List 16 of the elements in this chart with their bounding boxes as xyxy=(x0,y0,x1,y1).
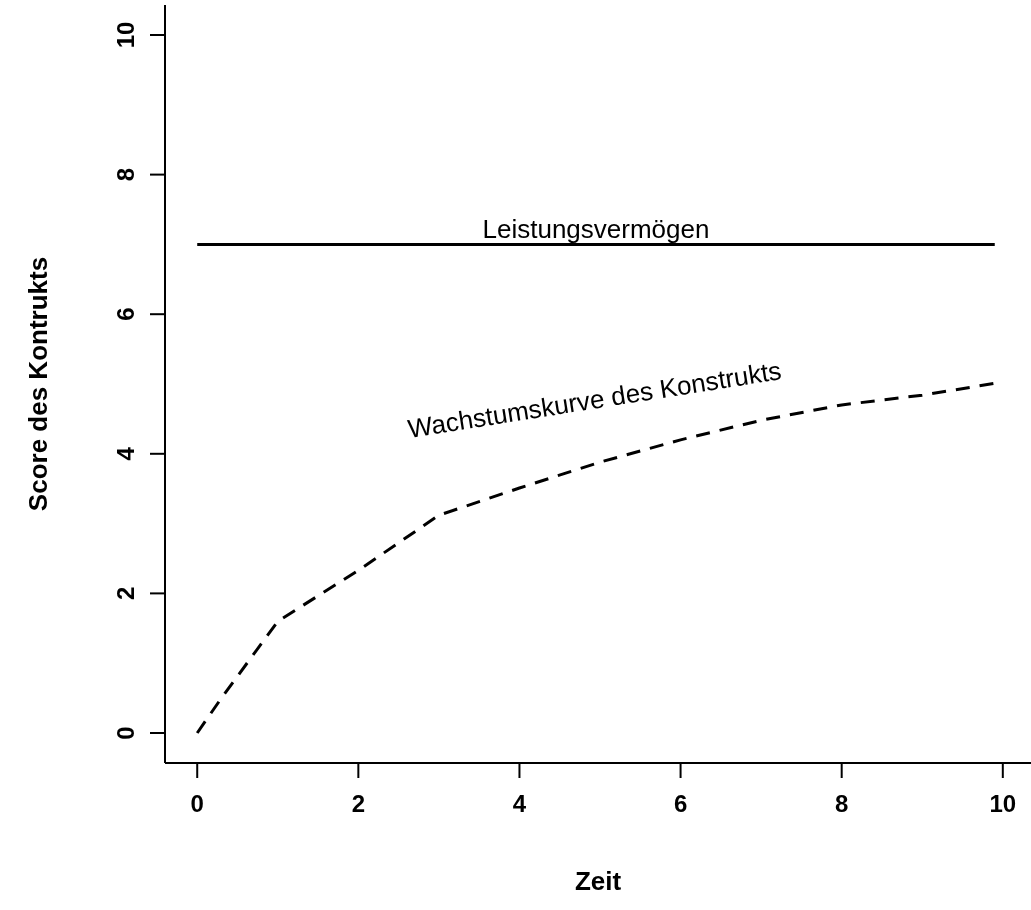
x-axis-title: Zeit xyxy=(574,866,622,896)
x-tick-label: 6 xyxy=(673,790,688,817)
text: Wachstumskurve des Konstrukts xyxy=(405,355,784,444)
y-tick-label: 6 xyxy=(111,307,139,321)
y-axis-title: Score des Kontrukts xyxy=(23,256,53,512)
x-tick-label: 8 xyxy=(835,790,849,817)
y-tick-label: 8 xyxy=(111,167,139,182)
x-tick-label: 4 xyxy=(512,790,527,817)
x-tick-label: 0 xyxy=(190,790,204,817)
y-tick-label: 0 xyxy=(111,726,139,740)
y-tick-label: 4 xyxy=(111,446,139,461)
y-tick-label: 10 xyxy=(111,21,139,49)
x-tick-label: 2 xyxy=(351,790,366,817)
series-label: Leistungsvermögen xyxy=(482,214,710,245)
y-tick-label: 2 xyxy=(111,586,139,601)
x-tick-label: 10 xyxy=(989,790,1017,817)
